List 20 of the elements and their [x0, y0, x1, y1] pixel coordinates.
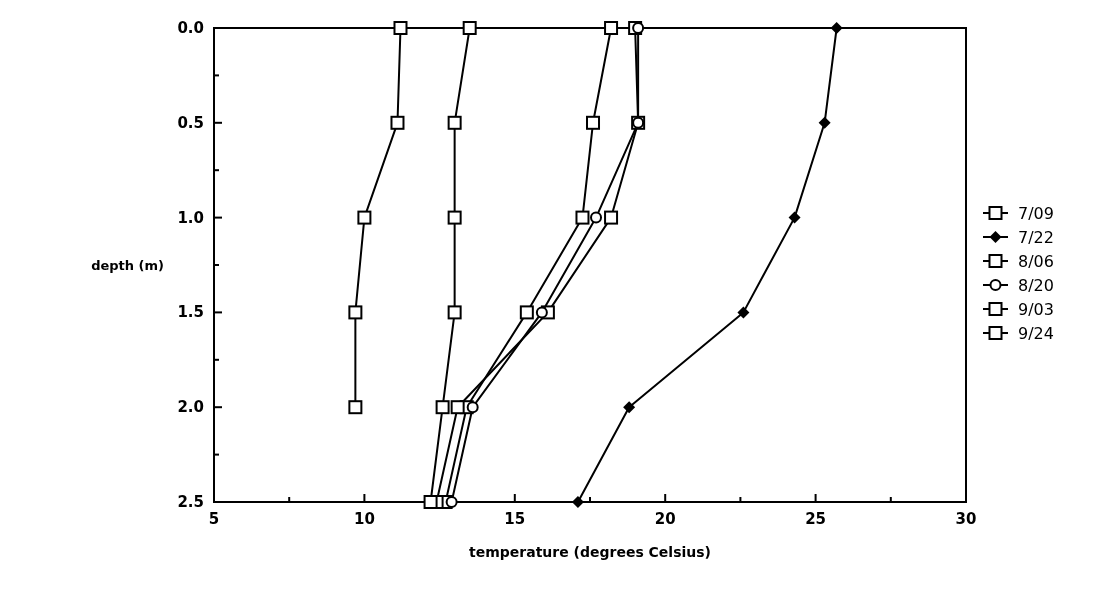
y-tick-label: 2.0 — [177, 398, 204, 417]
x-tick-label: 5 — [208, 510, 220, 528]
y-axis-title: depth (m) — [91, 258, 164, 273]
x-tick-label: 15 — [504, 510, 526, 528]
y-tick-label: 0.5 — [177, 113, 204, 132]
legend-label: 7/09 — [1018, 204, 1054, 223]
x-axis-title: temperature (degrees Celsius) — [468, 544, 712, 560]
legend-label: 9/24 — [1018, 324, 1054, 343]
y-tick-label: 0.0 — [177, 19, 204, 37]
legend-label: 9/03 — [1018, 300, 1054, 319]
x-tick-label: 30 — [955, 510, 977, 528]
legend-label: 8/20 — [1018, 276, 1054, 295]
x-tick-label: 20 — [654, 510, 676, 528]
x-tick-label: 10 — [353, 510, 375, 528]
legend-label: 8/06 — [1018, 252, 1054, 271]
x-tick-label: 25 — [805, 510, 827, 528]
y-tick-label: 2.5 — [177, 493, 204, 511]
legend-label: 7/22 — [1018, 228, 1054, 247]
y-tick-label: 1.5 — [177, 303, 204, 322]
y-tick-label: 1.0 — [177, 208, 204, 227]
